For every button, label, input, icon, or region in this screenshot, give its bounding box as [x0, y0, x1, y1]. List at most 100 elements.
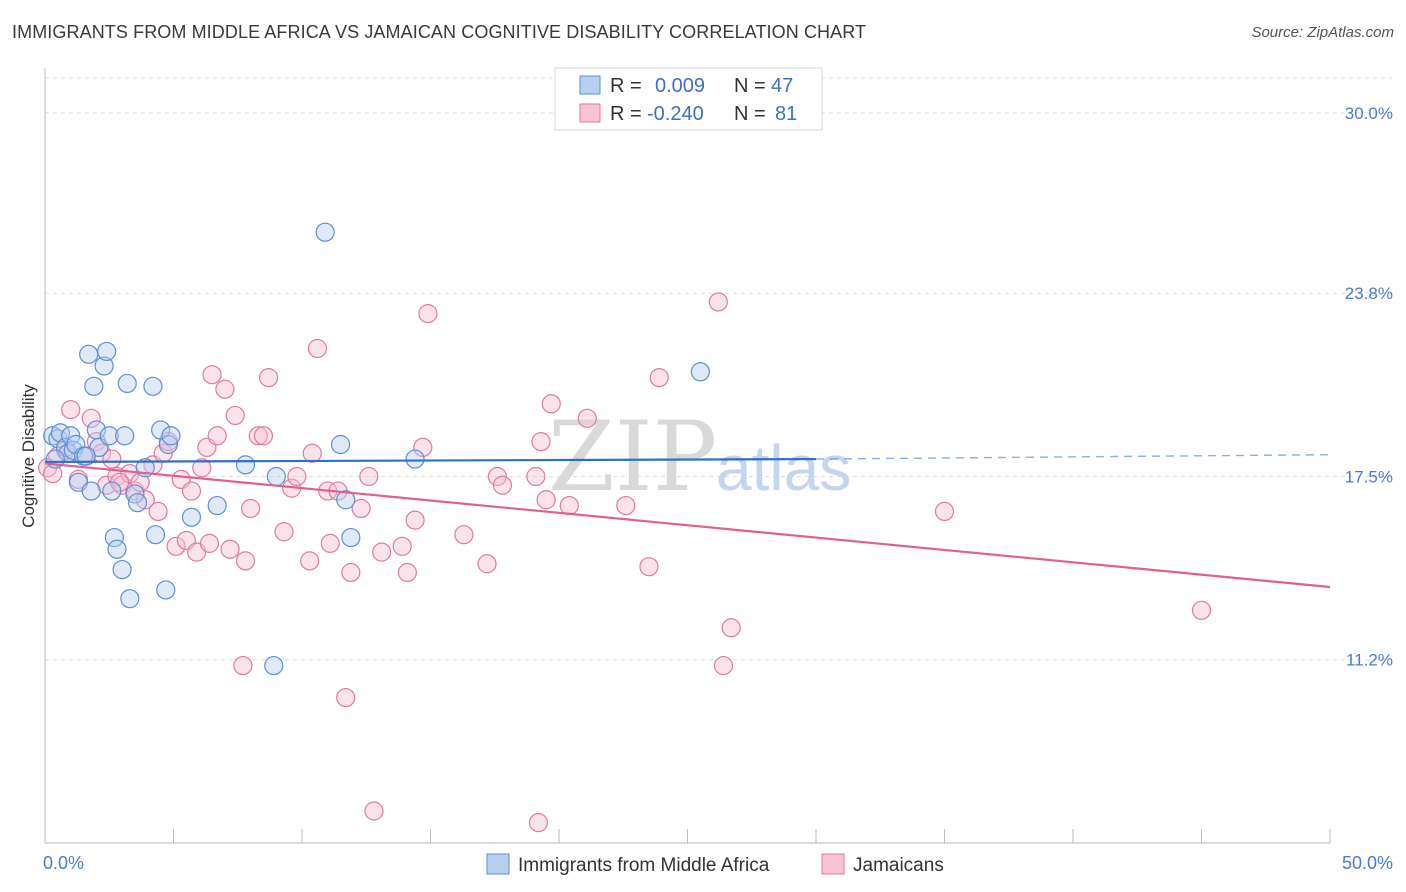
middle-africa-point-20 [107, 539, 127, 559]
jamaicans-point-47 [320, 533, 340, 553]
legend-r-label-1: R = [610, 75, 642, 97]
middle-africa-point-16 [97, 341, 117, 362]
jamaicans-point-29 [202, 365, 222, 385]
watermark-zip: ZIP [548, 401, 717, 513]
y-tick-labels: 11.2% 17.5% 23.8% 30.0% [1345, 104, 1393, 670]
middle-africa-point-46 [76, 446, 96, 466]
axes [44, 68, 1331, 844]
jamaicans-point-24 [181, 481, 202, 501]
jamaicans-point-74 [708, 292, 728, 312]
jamaicans-point-60 [454, 525, 474, 545]
jamaicans-point-36 [241, 498, 261, 519]
jamaicans-point-34 [233, 655, 253, 676]
bottom-legend-label-blue: Immigrants from Middle Africa [518, 855, 770, 876]
jamaicans-point-76 [721, 618, 741, 638]
jamaicans-point-45 [307, 338, 328, 359]
middle-africa-point-40 [330, 434, 351, 455]
y-tick-label-1: 17.5% [1345, 467, 1393, 486]
middle-africa-point-43 [405, 449, 425, 469]
bottom-legend-swatch-pink [821, 853, 845, 875]
jamaicans-point-58 [413, 437, 433, 458]
jamaicans-point-72 [639, 557, 659, 577]
jamaicans-point-16 [135, 490, 155, 510]
jamaicans-point-42 [287, 466, 307, 487]
jamaicans-point-54 [372, 542, 392, 562]
jamaicans-point-32 [220, 539, 240, 559]
jamaicans-point-73 [649, 368, 669, 388]
middle-africa-point-33 [161, 426, 181, 446]
legend-swatch-pink [579, 103, 601, 123]
jamaicans-point-38 [253, 426, 274, 446]
jamaicans-point-61 [477, 554, 497, 574]
middle-africa-point-18 [102, 481, 122, 501]
middle-africa-point-11 [81, 481, 101, 501]
jamaicans-point-56 [397, 562, 417, 583]
jamaicans-point-49 [336, 687, 356, 708]
jamaicans-point-59 [418, 304, 438, 324]
middle-africa-point-34 [181, 507, 202, 527]
jamaicans-point-66 [531, 431, 551, 452]
middle-africa-point-26 [127, 493, 148, 513]
jamaicans-point-78 [1191, 600, 1212, 620]
middle-africa-point-22 [115, 426, 135, 446]
middle-africa-point-24 [120, 589, 140, 609]
legend-n-label-2: N = [734, 103, 766, 125]
middle-africa-point-41 [336, 490, 356, 510]
middle-africa-point-12 [84, 376, 104, 396]
jamaicans-point-57 [405, 510, 425, 530]
x-tick-label-0: 0.0% [43, 853, 84, 873]
jamaicans-point-50 [341, 562, 361, 583]
jamaicans-point-53 [364, 801, 384, 821]
middle-africa-point-23 [117, 373, 137, 394]
middle-africa-trend-extension [815, 453, 1331, 460]
jamaicans-point-43 [300, 551, 320, 571]
jamaicans-point-44 [302, 443, 322, 463]
series-legend: Immigrants from Middle Africa Jamaicans [486, 853, 944, 876]
legend-n-label-1: N = [734, 75, 766, 97]
jamaicans-point-31 [215, 379, 235, 399]
jamaicans-point-37 [248, 426, 268, 446]
middle-africa-point-21 [112, 559, 132, 580]
jamaicans-point-30 [207, 426, 227, 446]
jamaicans-point-40 [274, 522, 294, 542]
jamaicans-point-35 [235, 551, 256, 571]
jamaicans-points [37, 292, 1212, 833]
middle-africa-point-44 [690, 362, 710, 382]
middle-africa-point-37 [264, 655, 284, 676]
jamaicans-point-67 [536, 490, 556, 510]
legend-n-value-2: 81 [775, 103, 797, 125]
watermark-atlas: atlas [716, 432, 851, 504]
middle-africa-point-17 [99, 426, 119, 446]
jamaicans-point-69 [559, 495, 579, 516]
jamaicans-point-55 [392, 536, 412, 556]
source-label: Source: ZipAtlas.com [1251, 24, 1394, 41]
jamaicans-point-68 [541, 394, 561, 414]
trend-lines [44, 453, 1331, 589]
legend-n-value-1: 47 [771, 75, 793, 97]
jamaicans-point-65 [528, 813, 549, 833]
y-tick-label-2: 23.8% [1345, 284, 1393, 303]
middle-africa-point-35 [207, 495, 227, 516]
jamaicans-point-77 [934, 501, 955, 522]
jamaicans-point-70 [577, 408, 597, 428]
middle-africa-point-42 [341, 527, 361, 548]
jamaicans-point-71 [616, 495, 636, 516]
jamaicans-point-18 [148, 501, 168, 522]
jamaicans-point-64 [526, 466, 546, 487]
middle-africa-point-19 [104, 527, 124, 548]
middle-africa-point-31 [156, 580, 176, 600]
correlation-legend: R = 0.009 N = 47 R = -0.240 N = 81 [554, 67, 823, 131]
chart-title: IMMIGRANTS FROM MIDDLE AFRICA VS JAMAICA… [12, 22, 867, 42]
jamaicans-point-51 [351, 498, 371, 519]
y-tick-label-0: 11.2% [1346, 651, 1393, 670]
middle-africa-point-10 [79, 344, 99, 364]
middle-africa-point-15 [94, 356, 114, 376]
jamaicans-point-52 [359, 466, 379, 487]
middle-africa-point-29 [145, 525, 166, 545]
middle-africa-point-28 [143, 376, 163, 396]
x-tick-label-1: 50.0% [1342, 853, 1393, 873]
jamaicans-trend-line [44, 462, 1331, 589]
legend-r-value-2: -0.240 [647, 103, 704, 125]
x-tick-labels: 0.0% 50.0% [43, 853, 1393, 873]
